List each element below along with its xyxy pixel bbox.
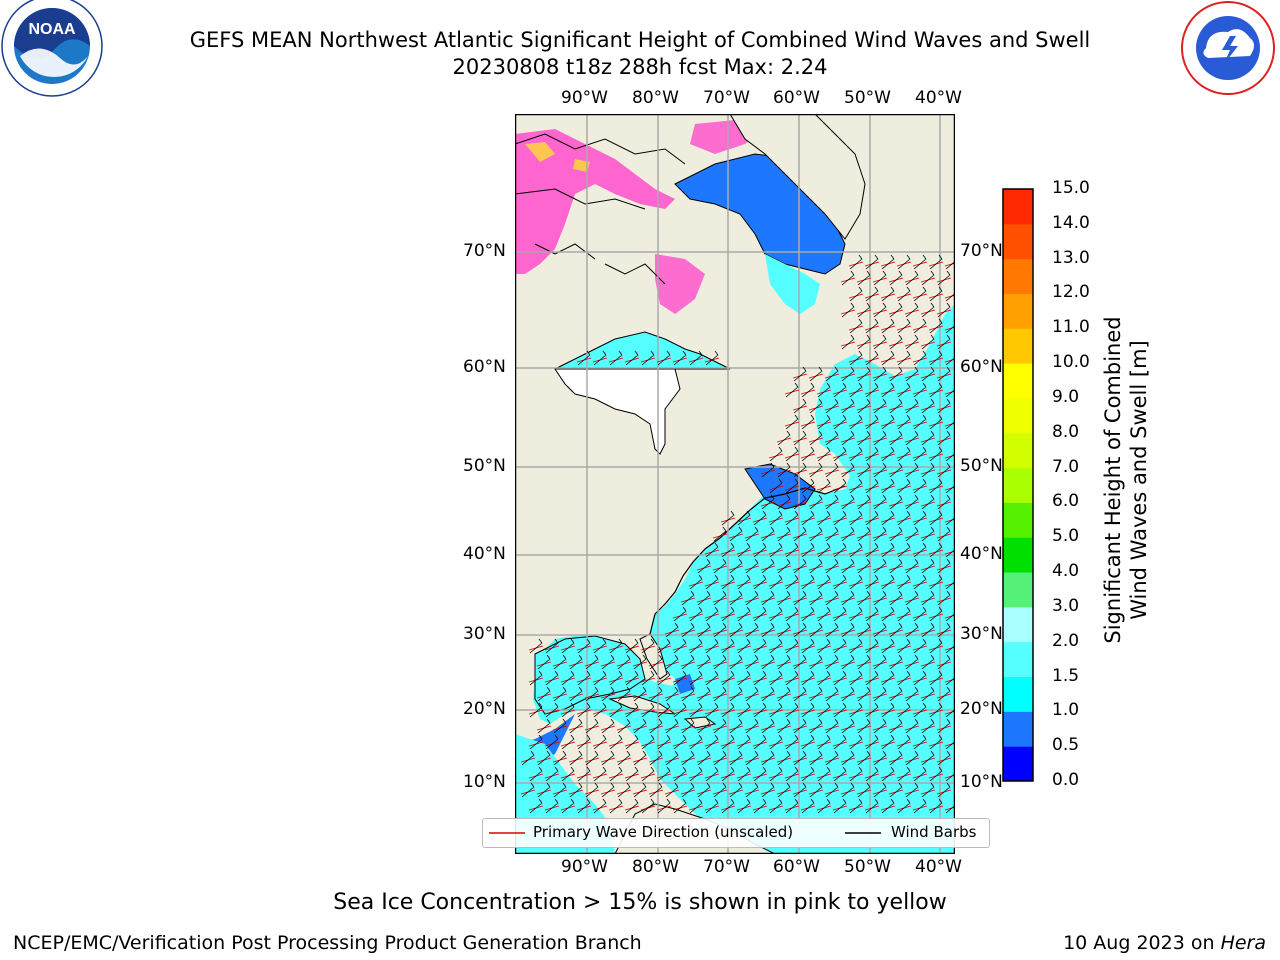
- lat-label: 10°N: [463, 772, 506, 792]
- colorbar-label-line1: Significant Height of Combined: [1100, 310, 1126, 650]
- lat-label: 60°N: [463, 357, 506, 377]
- colorbar: [1002, 188, 1034, 782]
- footer-date: 10 Aug 2023 on: [1063, 932, 1220, 954]
- chart-title: GEFS MEAN Northwest Atlantic Significant…: [0, 27, 1280, 53]
- lon-label: 60°W: [773, 88, 820, 108]
- lat-label: 40°N: [463, 544, 506, 564]
- colorbar-tick-label: 14.0: [1052, 213, 1090, 233]
- colorbar-tick-label: 2.0: [1052, 631, 1079, 651]
- sea-ice-note: Sea Ice Concentration > 15% is shown in …: [0, 890, 1280, 915]
- colorbar-tick-label: 6.0: [1052, 491, 1079, 511]
- colorbar-tick-label: 4.0: [1052, 561, 1079, 581]
- colorbar-tick-label: 3.0: [1052, 596, 1079, 616]
- colorbar-segment: [1003, 607, 1033, 642]
- footer-right: 10 Aug 2023 on Hera: [1063, 932, 1266, 954]
- lat-label: 10°N: [960, 772, 1003, 792]
- colorbar-tick-label: 8.0: [1052, 422, 1079, 442]
- lon-label: 50°W: [844, 88, 891, 108]
- colorbar-segment: [1003, 572, 1033, 607]
- colorbar-segment: [1003, 711, 1033, 746]
- lat-label: 50°N: [960, 456, 1003, 476]
- colorbar-segment: [1003, 677, 1033, 712]
- colorbar-tick-label: 12.0: [1052, 282, 1090, 302]
- colorbar-tick-label: 0.5: [1052, 735, 1079, 755]
- legend-wind-barbs: Wind Barbs: [891, 823, 976, 841]
- chart-subtitle: 20230808 t18z 288h fcst Max: 2.24: [0, 54, 1280, 80]
- lat-label: 20°N: [960, 699, 1003, 719]
- lat-label: 50°N: [463, 456, 506, 476]
- wave-direction-swatch: [487, 826, 527, 840]
- colorbar-segment: [1003, 642, 1033, 677]
- colorbar-label-line2: Wind Waves and Swell [m]: [1126, 310, 1152, 650]
- colorbar-segment: [1003, 259, 1033, 294]
- legend-wave-direction: Primary Wave Direction (unscaled): [533, 823, 793, 841]
- lon-label: 70°W: [703, 88, 750, 108]
- colorbar-segment: [1003, 293, 1033, 328]
- footer-host: Hera: [1221, 932, 1266, 954]
- colorbar-segment: [1003, 398, 1033, 433]
- colorbar-segment: [1003, 433, 1033, 468]
- colorbar-tick-label: 15.0: [1052, 178, 1090, 198]
- footer-left: NCEP/EMC/Verification Post Processing Pr…: [13, 932, 642, 954]
- lon-label: 60°W: [773, 857, 820, 877]
- colorbar-tick-label: 0.0: [1052, 770, 1079, 790]
- colorbar-tick-label: 5.0: [1052, 526, 1079, 546]
- colorbar-tick-label: 13.0: [1052, 248, 1090, 268]
- lon-label: 80°W: [632, 857, 679, 877]
- lat-label: 70°N: [960, 241, 1003, 261]
- colorbar-segment: [1003, 468, 1033, 503]
- lon-label: 90°W: [561, 88, 608, 108]
- wind-barb-swatch: [843, 826, 883, 840]
- map-panel: [515, 114, 955, 854]
- lat-label: 30°N: [463, 624, 506, 644]
- colorbar-segment: [1003, 224, 1033, 259]
- colorbar-tick-label: 1.5: [1052, 666, 1079, 686]
- colorbar-segment: [1003, 363, 1033, 398]
- lat-label: 20°N: [463, 699, 506, 719]
- colorbar-tick-label: 10.0: [1052, 352, 1090, 372]
- colorbar-segment: [1003, 502, 1033, 537]
- colorbar-tick-label: 7.0: [1052, 457, 1079, 477]
- colorbar-label: Significant Height of Combined Wind Wave…: [1100, 310, 1152, 650]
- lon-label: 40°W: [915, 88, 962, 108]
- lon-label: 40°W: [915, 857, 962, 877]
- colorbar-tick-label: 11.0: [1052, 317, 1090, 337]
- lon-label: 90°W: [561, 857, 608, 877]
- lon-label: 70°W: [703, 857, 750, 877]
- colorbar-segment: [1003, 537, 1033, 572]
- legend: Primary Wave Direction (unscaled) Wind B…: [482, 818, 990, 848]
- colorbar-tick-label: 9.0: [1052, 387, 1079, 407]
- lat-label: 40°N: [960, 544, 1003, 564]
- lat-label: 60°N: [960, 357, 1003, 377]
- colorbar-segment: [1003, 328, 1033, 363]
- lat-label: 70°N: [463, 241, 506, 261]
- nws-logo: [1178, 0, 1280, 100]
- lat-label: 30°N: [960, 624, 1003, 644]
- colorbar-segment: [1003, 746, 1033, 781]
- lon-label: 50°W: [844, 857, 891, 877]
- colorbar-segment: [1003, 189, 1033, 224]
- colorbar-tick-label: 1.0: [1052, 700, 1079, 720]
- lon-label: 80°W: [632, 88, 679, 108]
